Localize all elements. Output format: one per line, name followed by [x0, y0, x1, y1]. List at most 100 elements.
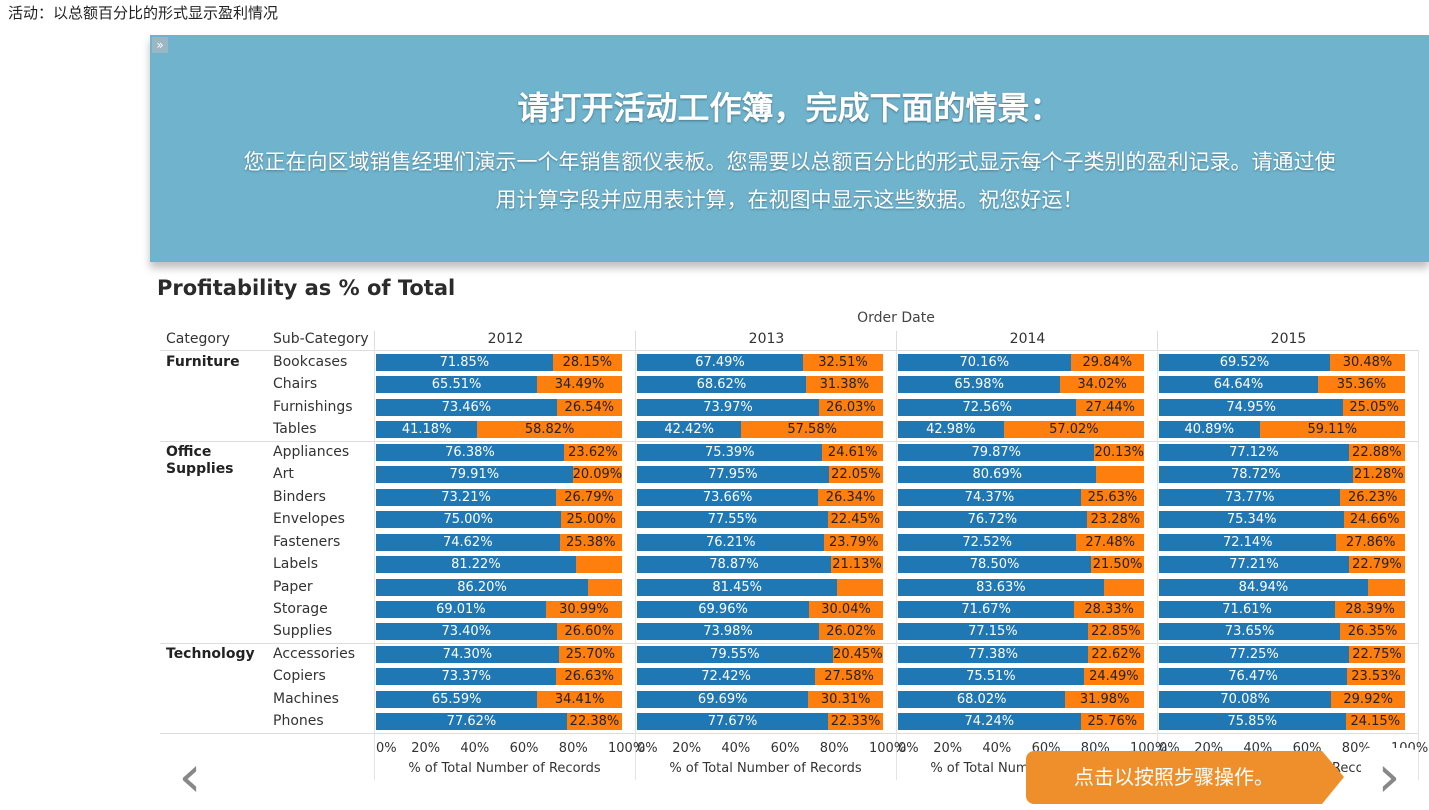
bar-label: 25.76%: [1087, 714, 1138, 730]
subcategory-label: Bookcases: [273, 354, 348, 370]
chevron-right-icon[interactable]: ›: [1361, 747, 1417, 805]
bar-label: 58.82%: [524, 422, 575, 438]
bar-label: 75.00%: [443, 512, 494, 528]
bar-label: 22.38%: [569, 714, 620, 730]
bar-label: 78.72%: [1231, 467, 1281, 483]
bar-segment-profitable: 69.96%: [637, 600, 810, 618]
bar-segment-unprofitable: [575, 556, 622, 574]
subcategory-label: Labels: [273, 556, 319, 573]
year-header-2013: 2013: [635, 331, 897, 351]
bar-segment-profitable: 72.14%: [1159, 533, 1337, 551]
bar-segment-profitable: 86.20%: [376, 578, 589, 596]
bar-segment-unprofitable: 24.66%: [1344, 511, 1405, 529]
scenario-banner: » 请打开活动工作簿，完成下面的情景： 您正在向区域销售经理们演示一个年销售额仪…: [150, 35, 1429, 262]
bar-segment-profitable: 71.61%: [1159, 600, 1336, 618]
bar-segment-profitable: 42.98%: [898, 421, 1004, 439]
bar-segment-unprofitable: 31.98%: [1065, 690, 1144, 708]
bar-segment-unprofitable: 20.45%: [832, 645, 883, 663]
bar-label: 73.46%: [441, 399, 492, 415]
bar-label: 29.92%: [1343, 691, 1393, 707]
bar-segment-profitable: 75.85%: [1159, 713, 1346, 731]
bar-segment-profitable: 68.62%: [637, 376, 806, 394]
bar-label: 26.60%: [564, 624, 615, 640]
bar-segment-unprofitable: [588, 578, 622, 596]
column-divider: [896, 350, 897, 780]
bar-segment-profitable: 76.21%: [637, 533, 825, 551]
bar-segment-unprofitable: 26.60%: [556, 623, 622, 641]
bar-label: 77.62%: [446, 714, 497, 730]
subcategory-label: Envelopes: [273, 511, 345, 528]
bar-label: 25.38%: [565, 534, 616, 550]
bar-segment-unprofitable: [837, 578, 883, 596]
subcategory-label: Paper: [273, 578, 313, 595]
bar-segment-unprofitable: 32.51%: [803, 354, 883, 371]
bar-label: 75.34%: [1226, 512, 1277, 528]
bar-label: 30.99%: [559, 601, 609, 617]
bar-segment-unprofitable: 25.63%: [1080, 488, 1144, 506]
chevron-left-icon[interactable]: ‹: [162, 747, 218, 805]
bar-segment-profitable: 74.24%: [898, 713, 1081, 731]
bar-label: 76.38%: [445, 444, 495, 460]
bar-label: 35.36%: [1336, 377, 1387, 393]
bar-segment-profitable: 75.39%: [637, 443, 823, 461]
bar-segment-profitable: 77.55%: [637, 511, 828, 529]
bar-label: 65.98%: [954, 377, 1004, 393]
bar-label: 73.40%: [441, 624, 492, 640]
bar-segment-profitable: 73.77%: [1159, 488, 1341, 506]
bar-segment-unprofitable: 21.50%: [1091, 556, 1144, 574]
bar-label: 68.62%: [696, 377, 747, 393]
bar-segment-unprofitable: 22.62%: [1088, 645, 1144, 663]
bar-segment-unprofitable: 35.36%: [1318, 376, 1405, 394]
subcategory-label: Binders: [273, 488, 326, 505]
bar-label: 24.49%: [1089, 669, 1139, 685]
bar-label: 27.86%: [1345, 534, 1396, 550]
bar-segment-profitable: 70.08%: [1159, 690, 1332, 708]
bar-label: 31.98%: [1079, 691, 1130, 707]
bar-label: 77.95%: [708, 467, 758, 483]
subcategory-label: Fasteners: [273, 533, 341, 550]
bar-label: 75.51%: [966, 669, 1016, 685]
bar-label: 84.94%: [1238, 579, 1289, 595]
subcategory-label: Copiers: [273, 668, 326, 685]
bar-segment-profitable: 76.72%: [898, 511, 1087, 529]
bar-label: 64.64%: [1213, 377, 1264, 393]
bar-label: 86.20%: [457, 579, 507, 595]
bar-label: 24.66%: [1349, 512, 1400, 528]
bar-label: 73.97%: [703, 399, 753, 415]
bar-segment-unprofitable: 23.62%: [563, 443, 622, 461]
bar-segment-unprofitable: 25.76%: [1080, 713, 1144, 731]
bar-label: 79.87%: [971, 444, 1022, 460]
bar-label: 24.61%: [827, 444, 878, 460]
follow-steps-button[interactable]: 点击以按照步骤操作。: [1026, 751, 1344, 804]
bar-segment-profitable: 77.21%: [1159, 556, 1349, 574]
bar-segment-profitable: 81.45%: [637, 578, 838, 596]
bar-segment-unprofitable: 23.79%: [824, 533, 883, 551]
subcategory-label: Accessories: [273, 645, 356, 662]
bar-label: 40.89%: [1184, 422, 1235, 438]
bar-label: 81.45%: [712, 579, 762, 595]
axis-tick-label: 100%: [608, 741, 646, 756]
bar-segment-unprofitable: 25.00%: [560, 511, 622, 529]
bar-label: 30.04%: [821, 601, 871, 617]
bar-label: 68.02%: [956, 691, 1007, 707]
axis-tick-label: 20%: [672, 741, 702, 756]
bar-label: 74.37%: [964, 489, 1015, 505]
bar-label: 32.51%: [818, 355, 868, 370]
bar-segment-unprofitable: 28.15%: [552, 354, 622, 371]
axis-tick-label: 20%: [411, 741, 441, 756]
column-group-label: Order Date: [857, 310, 935, 326]
bar-segment-profitable: 64.64%: [1159, 376, 1318, 394]
double-chevron-right-icon[interactable]: »: [152, 37, 168, 53]
bar-label: 24.15%: [1350, 714, 1401, 730]
bar-segment-profitable: 77.62%: [376, 713, 567, 731]
bar-segment-unprofitable: 28.33%: [1074, 600, 1144, 618]
bar-label: 26.02%: [826, 624, 876, 640]
bar-label: 71.61%: [1222, 601, 1272, 617]
category-divider: [160, 440, 1418, 442]
bar-segment-profitable: 72.52%: [898, 533, 1077, 551]
bar-label: 34.49%: [554, 377, 605, 393]
bar-segment-profitable: 72.42%: [637, 668, 816, 686]
bar-segment-profitable: 79.87%: [898, 443, 1095, 461]
subcategory-label: Supplies: [273, 623, 333, 640]
bar-label: 73.66%: [702, 489, 753, 505]
